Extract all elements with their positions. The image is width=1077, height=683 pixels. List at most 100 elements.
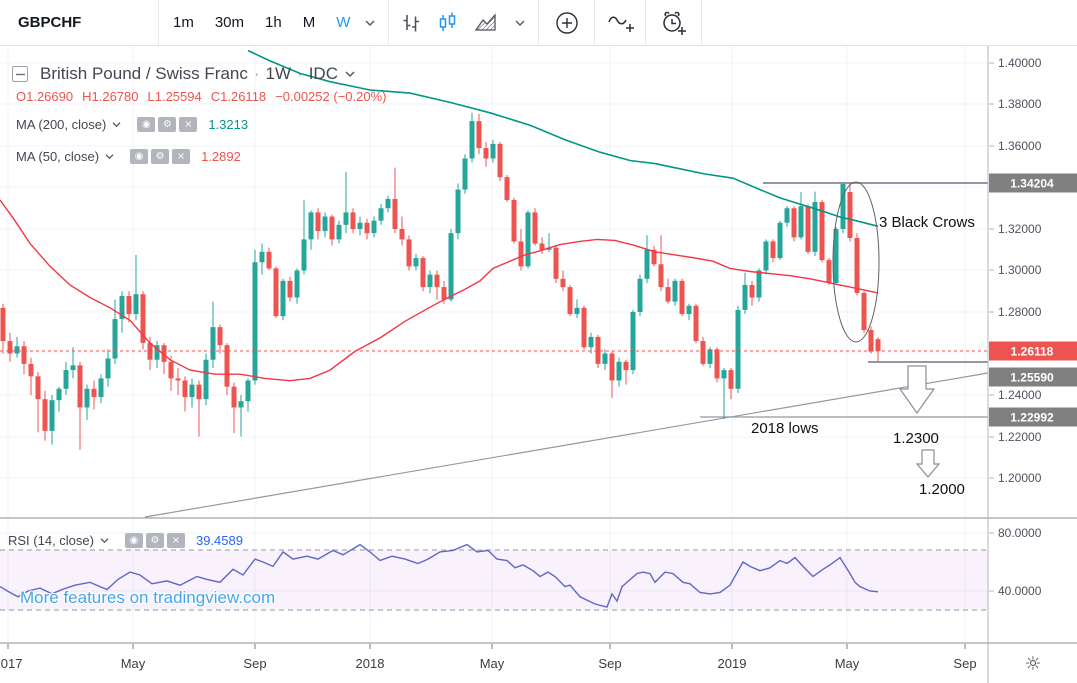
candlestick: [462, 158, 468, 190]
sun-theme-icon[interactable]: ☼: [1024, 652, 1042, 675]
candlestick: [805, 206, 811, 252]
time-axis-label[interactable]: Sep: [243, 656, 266, 671]
timeframe-menu-button[interactable]: [364, 0, 388, 45]
time-axis-label[interactable]: May: [121, 656, 146, 671]
candlestick: [133, 294, 139, 315]
chevron-down-icon[interactable]: [111, 121, 122, 128]
annotation-target-12300[interactable]: 1.2300: [893, 430, 939, 447]
three-black-crows-ellipse[interactable]: [832, 181, 880, 343]
down-arrow-small[interactable]: [915, 449, 941, 478]
candlestick: [112, 319, 118, 359]
candlestick: [819, 202, 825, 261]
candlestick: [511, 199, 517, 242]
candlestick: [56, 388, 62, 401]
candlestick: [623, 361, 629, 371]
gear-icon[interactable]: ⚙: [145, 533, 164, 548]
annotation-three-black-crows[interactable]: 3 Black Crows: [879, 214, 975, 231]
collapse-legend-icon[interactable]: [12, 66, 28, 82]
candlestick: [273, 268, 279, 317]
gear-icon[interactable]: ⚙: [151, 149, 170, 164]
candlestick: [189, 384, 195, 398]
price-badge-label: 1.25590: [1010, 371, 1054, 385]
tradingview-watermark[interactable]: More features on tradingview.com: [20, 588, 276, 607]
close-icon[interactable]: ×: [172, 149, 191, 164]
symbol-exchange: IDC: [308, 64, 338, 83]
ohlc-values: O1.26690 H1.26780 L1.25594 C1.26118 −0.0…: [16, 89, 386, 104]
timeframe-M[interactable]: M: [302, 14, 316, 31]
close-value: C1.26118: [210, 89, 267, 104]
candlestick: [602, 353, 608, 364]
candlestick: [0, 307, 6, 342]
candlestick: [770, 241, 776, 259]
candlestick: [161, 345, 167, 362]
eye-icon[interactable]: ◉: [137, 117, 156, 132]
candlestick: [378, 208, 384, 221]
timeframe-1h[interactable]: 1h: [265, 14, 282, 31]
timeframe-W[interactable]: W: [336, 14, 351, 31]
symbol-search-button[interactable]: GBPCHF: [0, 0, 158, 45]
toolbar-separator: [594, 0, 596, 45]
candlestick: [231, 386, 237, 408]
top-toolbar: GBPCHF 1m 30m 1h M W: [0, 0, 1077, 46]
close-icon[interactable]: ×: [179, 117, 198, 132]
ma200-value: 1.3213: [208, 117, 249, 132]
toolbar-separator: [701, 0, 703, 45]
eye-icon[interactable]: ◉: [130, 149, 149, 164]
annotation-target-12000[interactable]: 1.2000: [919, 481, 965, 498]
candlestick: [539, 243, 545, 250]
eye-icon[interactable]: ◉: [124, 533, 143, 548]
candlestick: [280, 280, 286, 317]
candlestick: [630, 312, 636, 371]
candlestick: [700, 341, 706, 364]
trendline-support[interactable]: [144, 372, 989, 518]
area-chart-icon[interactable]: [474, 12, 498, 34]
candles-chart-icon[interactable]: [438, 11, 458, 35]
timeframe-1m[interactable]: 1m: [173, 14, 194, 31]
alert-add-icon[interactable]: [659, 9, 689, 37]
candlestick: [154, 345, 160, 360]
candlestick: [294, 270, 300, 298]
chevron-down-icon[interactable]: [344, 70, 356, 78]
candlestick: [483, 148, 489, 159]
candlestick: [686, 305, 692, 315]
time-axis-label[interactable]: Sep: [953, 656, 976, 671]
chevron-down-icon[interactable]: [99, 537, 110, 544]
time-axis-label[interactable]: 2019: [718, 656, 747, 671]
rsi-label: RSI (14, close): [8, 533, 94, 548]
chart-type-group: [389, 0, 538, 45]
time-axis-label[interactable]: May: [480, 656, 505, 671]
price-axis-label: 40.0000: [998, 584, 1042, 598]
candlestick: [847, 192, 853, 238]
candlestick: [826, 260, 832, 283]
bars-chart-icon[interactable]: [401, 12, 422, 34]
candlestick: [7, 341, 13, 354]
candlestick: [609, 353, 615, 381]
candlestick: [532, 212, 538, 244]
indicators-icon[interactable]: [606, 11, 635, 35]
symbol-label: GBPCHF: [18, 14, 82, 31]
candlestick: [357, 222, 363, 229]
time-axis-label[interactable]: Sep: [598, 656, 621, 671]
chart-type-menu-button[interactable]: [514, 19, 526, 27]
rsi-legend: RSI (14, close) ◉ ⚙ × 39.4589: [8, 533, 243, 548]
timeframe-30m[interactable]: 30m: [214, 14, 245, 31]
candlestick: [259, 251, 265, 263]
ma50-line: [0, 199, 879, 382]
time-axis-label[interactable]: May: [835, 656, 860, 671]
compare-add-icon[interactable]: [554, 10, 580, 36]
down-arrow-big[interactable]: [898, 365, 936, 415]
open-value: O1.26690: [16, 89, 74, 104]
symbol-legend[interactable]: British Pound / Swiss Franc · 1W · IDC: [12, 64, 386, 84]
candlestick: [392, 198, 398, 229]
candlestick: [252, 262, 258, 381]
time-axis-label[interactable]: 2018: [356, 656, 385, 671]
chevron-down-icon[interactable]: [104, 153, 115, 160]
close-icon[interactable]: ×: [166, 533, 185, 548]
candlestick: [784, 208, 790, 223]
gear-icon[interactable]: ⚙: [158, 117, 177, 132]
annotation-2018-lows[interactable]: 2018 lows: [751, 420, 819, 437]
ma50-label: MA (50, close): [16, 149, 100, 164]
price-badge-label: 1.34204: [1010, 177, 1054, 191]
